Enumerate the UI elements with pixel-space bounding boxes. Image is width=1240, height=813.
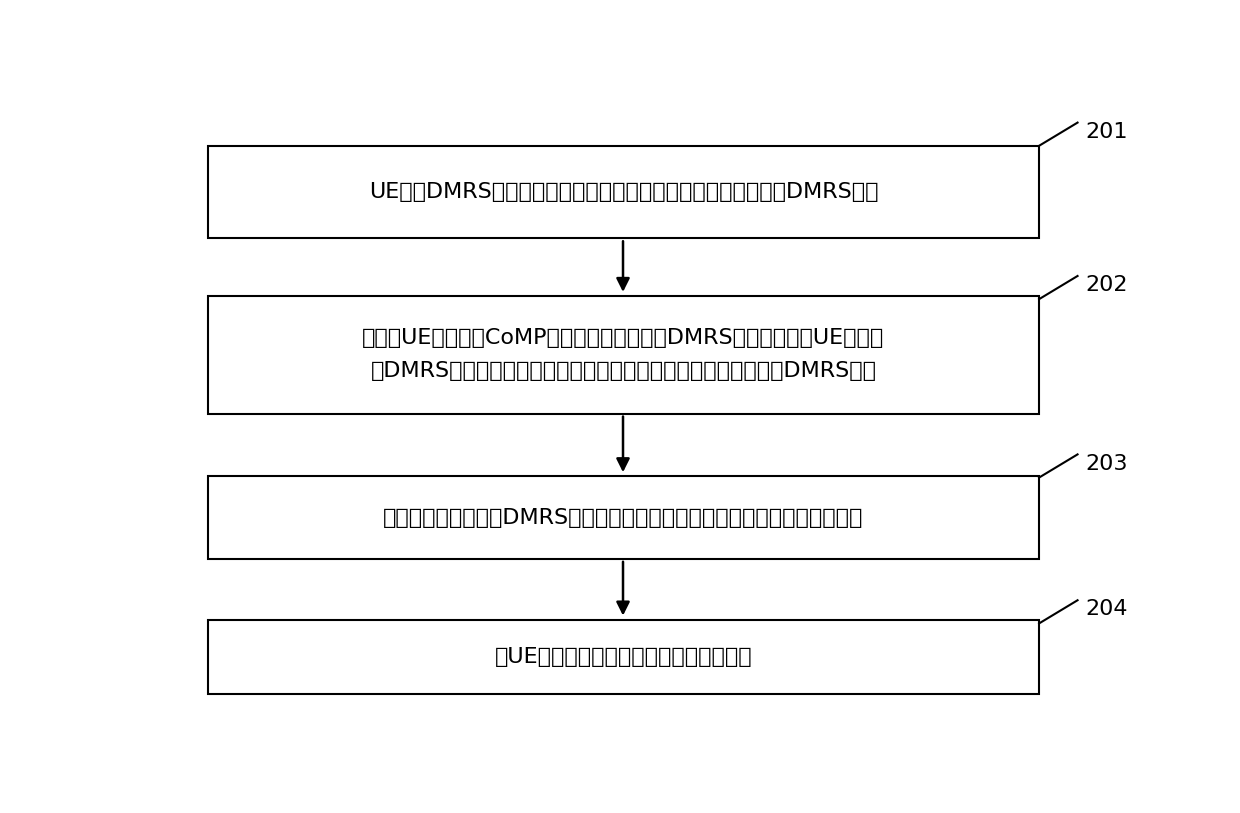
Text: 204: 204 — [1085, 599, 1127, 619]
Bar — [208, 296, 1039, 414]
Bar — [208, 146, 1039, 238]
Bar — [208, 476, 1039, 559]
Text: 利用该UE当前所处CoMP协作组中各个小区的DMRS加扰序列对该UE解调出
的DMRS信号进行解扰，根据解扰结果得到该协作组中各个小区的DMRS信号: 利用该UE当前所处CoMP协作组中各个小区的DMRS加扰序列对该UE解调出 的D… — [362, 328, 884, 381]
Text: UE根据DMRS信号在编码序列中的位置，从接收的信号中解调出DMRS信号: UE根据DMRS信号在编码序列中的位置，从接收的信号中解调出DMRS信号 — [368, 182, 878, 202]
Text: 203: 203 — [1085, 454, 1127, 474]
Text: 202: 202 — [1085, 276, 1127, 295]
Text: 该UE向网络侧反馈选出的小区的信道信息: 该UE向网络侧反馈选出的小区的信道信息 — [495, 646, 753, 667]
Text: 计算所述各个小区的DMRS信号的接收功率，选出接收功率大于预定值的小区: 计算所述各个小区的DMRS信号的接收功率，选出接收功率大于预定值的小区 — [383, 507, 864, 528]
Text: 201: 201 — [1085, 122, 1127, 142]
Bar — [208, 620, 1039, 693]
